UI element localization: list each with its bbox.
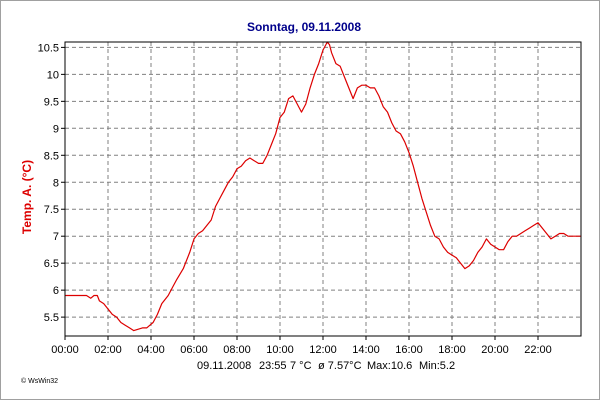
y-tick-label: 5.5: [44, 312, 59, 324]
footer-time: 23:55: [259, 360, 287, 372]
y-tick-label: 9: [53, 123, 59, 135]
plot-area-border: [64, 41, 582, 337]
x-tick-label: 18:00: [438, 344, 466, 356]
x-axis-ticks: 00:00 02:00 04:00 06:00 08:00 10:00 12:00 14:00…: [51, 336, 552, 356]
footer-current-temp: 7 °C: [290, 360, 312, 372]
x-tick-label: 02:00: [94, 344, 122, 356]
y-tick-label: 6: [53, 285, 59, 297]
footer-max-temp: Max:10.6: [367, 360, 412, 372]
x-tick-label: 12:00: [309, 344, 337, 356]
y-axis-label: Temp. A. (°C): [20, 160, 34, 234]
chart-title: Sonntag, 09.11.2008: [247, 20, 361, 34]
series-layer: [65, 41, 581, 332]
x-tick-label: 22:00: [524, 344, 552, 356]
y-tick-label: 8: [53, 177, 59, 189]
footer-date: 09.11.2008: [197, 360, 251, 372]
x-tick-label: 04:00: [137, 344, 165, 356]
y-tick-label: 7: [53, 231, 59, 243]
x-tick-label: 08:00: [223, 344, 251, 356]
y-tick-label: 10: [47, 69, 59, 81]
y-axis-ticks: 5.5 6 6.5 7 7.5 8 8.5 9 9.5 10 10.5: [38, 42, 65, 324]
y-tick-label: 6.5: [44, 258, 59, 270]
x-tick-label: 20:00: [481, 344, 509, 356]
footer-min-temp: Min:5.2: [419, 360, 455, 372]
stats-footer: 09.11.2008 23:55 7 °C ø 7.57°C Max:10.6 …: [197, 360, 455, 372]
footer-average-temp: ø 7.57°C: [318, 360, 362, 372]
temperature-series-line: [65, 41, 581, 332]
y-tick-label: 7.5: [44, 204, 59, 216]
y-tick-label: 10.5: [38, 42, 59, 54]
x-tick-label: 00:00: [51, 344, 79, 356]
y-tick-label: 8.5: [44, 150, 59, 162]
x-tick-label: 14:00: [352, 344, 380, 356]
x-tick-label: 06:00: [180, 344, 208, 356]
y-tick-label: 9.5: [44, 96, 59, 108]
grid-lines: [65, 42, 581, 336]
software-credit: © WsWin32: [21, 377, 58, 385]
x-tick-label: 16:00: [395, 344, 423, 356]
x-tick-label: 10:00: [266, 344, 294, 356]
